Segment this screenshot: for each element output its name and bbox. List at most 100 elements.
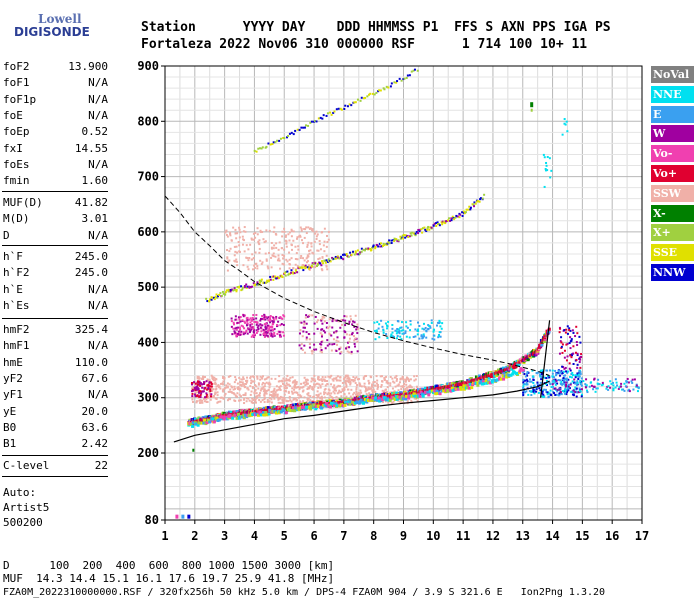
- echo-point: [381, 325, 384, 328]
- x-tick-label: 3: [221, 529, 228, 543]
- echo-point: [442, 221, 445, 224]
- echo-point: [286, 374, 289, 377]
- echo-point: [420, 335, 423, 338]
- echo-point: [596, 382, 599, 385]
- echo-point: [364, 386, 367, 389]
- echo-point: [347, 341, 350, 344]
- echo-point: [314, 407, 318, 411]
- echo-point: [340, 108, 343, 111]
- echo-point: [389, 384, 392, 387]
- echo-point: [207, 383, 210, 386]
- echo-point: [277, 397, 280, 400]
- echo-point: [309, 395, 312, 398]
- echo-point: [241, 319, 244, 322]
- echo-point: [353, 321, 356, 324]
- echo-point: [401, 397, 405, 401]
- echo-point: [299, 226, 302, 229]
- echo-point: [451, 381, 455, 385]
- param-row: C-level 22: [3, 459, 108, 473]
- echo-point: [379, 245, 382, 248]
- legend-item: X-: [651, 204, 694, 222]
- echo-point: [321, 260, 324, 263]
- echo-point: [215, 387, 218, 390]
- echo-point: [282, 382, 285, 385]
- echo-point: [620, 382, 623, 385]
- echo-point: [400, 401, 403, 404]
- echo-point: [585, 384, 588, 387]
- echo-point: [385, 85, 388, 88]
- echo-point: [336, 255, 339, 258]
- echo-point: [229, 232, 232, 235]
- echo-point: [313, 240, 316, 243]
- echo-point: [248, 399, 251, 402]
- echo-point: [399, 377, 402, 380]
- echo-point: [276, 395, 279, 398]
- echo-point: [249, 317, 252, 320]
- echo-point: [248, 331, 251, 334]
- echo-point: [253, 328, 256, 331]
- echo-point: [561, 390, 564, 393]
- echo-point: [316, 327, 319, 330]
- echo-point: [237, 330, 240, 333]
- echo-point: [348, 337, 351, 340]
- echo-point: [378, 336, 381, 339]
- echo-point: [237, 240, 240, 243]
- x-tick-label: 15: [575, 529, 589, 543]
- echo-point: [401, 386, 404, 389]
- echo-point: [568, 367, 571, 370]
- echo-point: [565, 359, 568, 362]
- echo-point: [331, 326, 334, 329]
- legend-item: X+: [651, 224, 694, 242]
- echo-point: [239, 328, 242, 331]
- echo-point: [199, 399, 202, 402]
- echo-point: [294, 406, 298, 410]
- echo-point: [566, 379, 569, 382]
- echo-point: [315, 348, 318, 351]
- echo-point: [565, 370, 568, 373]
- echo-point: [286, 383, 289, 386]
- echo-point: [515, 371, 519, 375]
- echo-point: [310, 265, 313, 268]
- echo-point: [253, 413, 257, 417]
- echo-point: [363, 249, 366, 252]
- echo-point: [214, 392, 217, 395]
- param-name: C-level: [3, 459, 50, 472]
- echo-point: [357, 401, 361, 405]
- param-value: N/A: [88, 388, 108, 402]
- echo-point: [522, 378, 525, 381]
- echo-point: [435, 222, 438, 225]
- echo-point: [284, 390, 287, 393]
- echo-point: [247, 285, 250, 288]
- echo-point: [257, 147, 260, 150]
- echo-point: [422, 333, 425, 336]
- echo-point: [372, 388, 375, 391]
- param-value: N/A: [88, 298, 108, 312]
- echo-point: [393, 81, 396, 84]
- echo-point: [433, 389, 437, 393]
- echo-point: [242, 315, 245, 318]
- echo-point: [272, 319, 275, 322]
- echo-point: [322, 244, 325, 247]
- echo-point: [428, 228, 431, 231]
- echo-point: [307, 241, 310, 244]
- echo-point: [269, 275, 272, 278]
- echo-point: [192, 448, 195, 452]
- echo-point: [298, 400, 301, 403]
- echo-point: [283, 386, 286, 389]
- echo-point: [415, 230, 418, 233]
- echo-point: [571, 391, 574, 394]
- echo-point: [321, 376, 324, 379]
- echo-point: [317, 394, 320, 397]
- echo-point: [259, 231, 262, 234]
- echo-point: [303, 376, 306, 379]
- echo-point: [311, 251, 314, 254]
- echo-point: [395, 374, 398, 377]
- echo-point: [321, 256, 324, 259]
- echo-point: [382, 331, 385, 334]
- x-tick-label: 4: [251, 529, 258, 543]
- echo-point: [348, 333, 351, 336]
- echo-point: [203, 397, 206, 400]
- echo-point: [342, 319, 345, 322]
- echo-point: [393, 376, 396, 379]
- echo-point: [239, 333, 242, 336]
